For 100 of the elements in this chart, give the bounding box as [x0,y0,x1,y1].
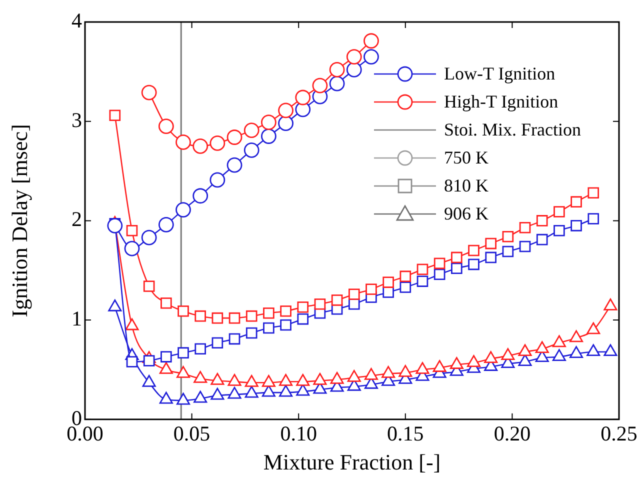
point [108,299,122,312]
point [586,322,600,334]
point [228,386,242,399]
point [159,392,173,404]
legend-label: High-T Ignition [444,92,558,112]
point [263,307,274,319]
point [125,318,139,330]
legend-label: Low-T Ignition [444,64,556,84]
y-tick-label: 3 [72,108,82,132]
point [586,344,600,356]
point [178,347,189,358]
point [228,333,240,345]
point [212,312,224,324]
point [278,102,294,118]
point [552,349,566,362]
point [210,388,224,400]
point [194,310,206,322]
point [570,346,584,358]
point [141,84,157,100]
point [279,384,293,397]
point [468,258,480,270]
y-tick-label: 1 [72,306,82,331]
point [536,215,548,226]
y-axis-title: Ignition Delay [msec] [6,124,32,318]
point [502,230,514,242]
point [142,374,156,387]
point [210,136,226,151]
point [228,374,242,386]
point [519,222,531,234]
point [212,337,224,349]
point [416,264,428,276]
point [262,374,276,387]
point [295,90,311,106]
point [519,240,531,252]
point [570,220,582,232]
point [347,370,361,382]
point [194,390,208,403]
point [159,362,173,374]
point [536,234,548,246]
point [141,230,157,246]
point [244,374,258,387]
point [552,335,566,348]
y-tick-label: 2 [72,207,82,232]
point [604,344,618,356]
point [176,366,190,378]
legend-label: 906 K [444,204,488,224]
point [143,355,155,366]
point [588,187,600,199]
point [330,372,344,384]
point [554,206,565,218]
point [246,310,258,322]
point [434,268,446,280]
point [588,213,600,224]
point [329,76,345,92]
x-tick-label: 0.05 [173,422,210,446]
point [192,188,208,204]
point [434,258,446,270]
point [262,384,276,397]
point [278,116,294,132]
point [364,33,379,49]
point [244,122,260,138]
point [346,49,362,64]
point [432,360,446,372]
point [194,370,208,383]
point [279,374,293,386]
point [554,224,565,236]
point [226,157,242,173]
point [468,244,480,256]
legend-label: 810 K [444,176,488,196]
point [260,114,276,130]
point [466,355,481,367]
point [176,202,191,218]
point [246,327,258,339]
point [244,386,258,398]
legend-label: Stoi. Mix. Fraction [444,120,582,140]
legend-label: 750 K [444,148,488,168]
x-tick-label: 0.10 [280,422,317,446]
point [382,366,396,378]
point [126,224,138,236]
point [178,305,189,317]
point [450,357,464,369]
point [176,392,190,405]
point [416,362,430,374]
point [124,240,140,256]
point [297,313,309,325]
point [451,262,462,274]
point [192,138,208,154]
point [484,351,498,363]
point [210,372,224,385]
point [501,348,515,360]
point [535,341,549,354]
point [382,276,394,288]
point [451,252,462,264]
point [329,62,345,78]
point [314,298,326,310]
point [312,78,328,94]
point [331,294,343,306]
point [518,354,532,366]
point [382,286,394,298]
point [109,110,121,122]
